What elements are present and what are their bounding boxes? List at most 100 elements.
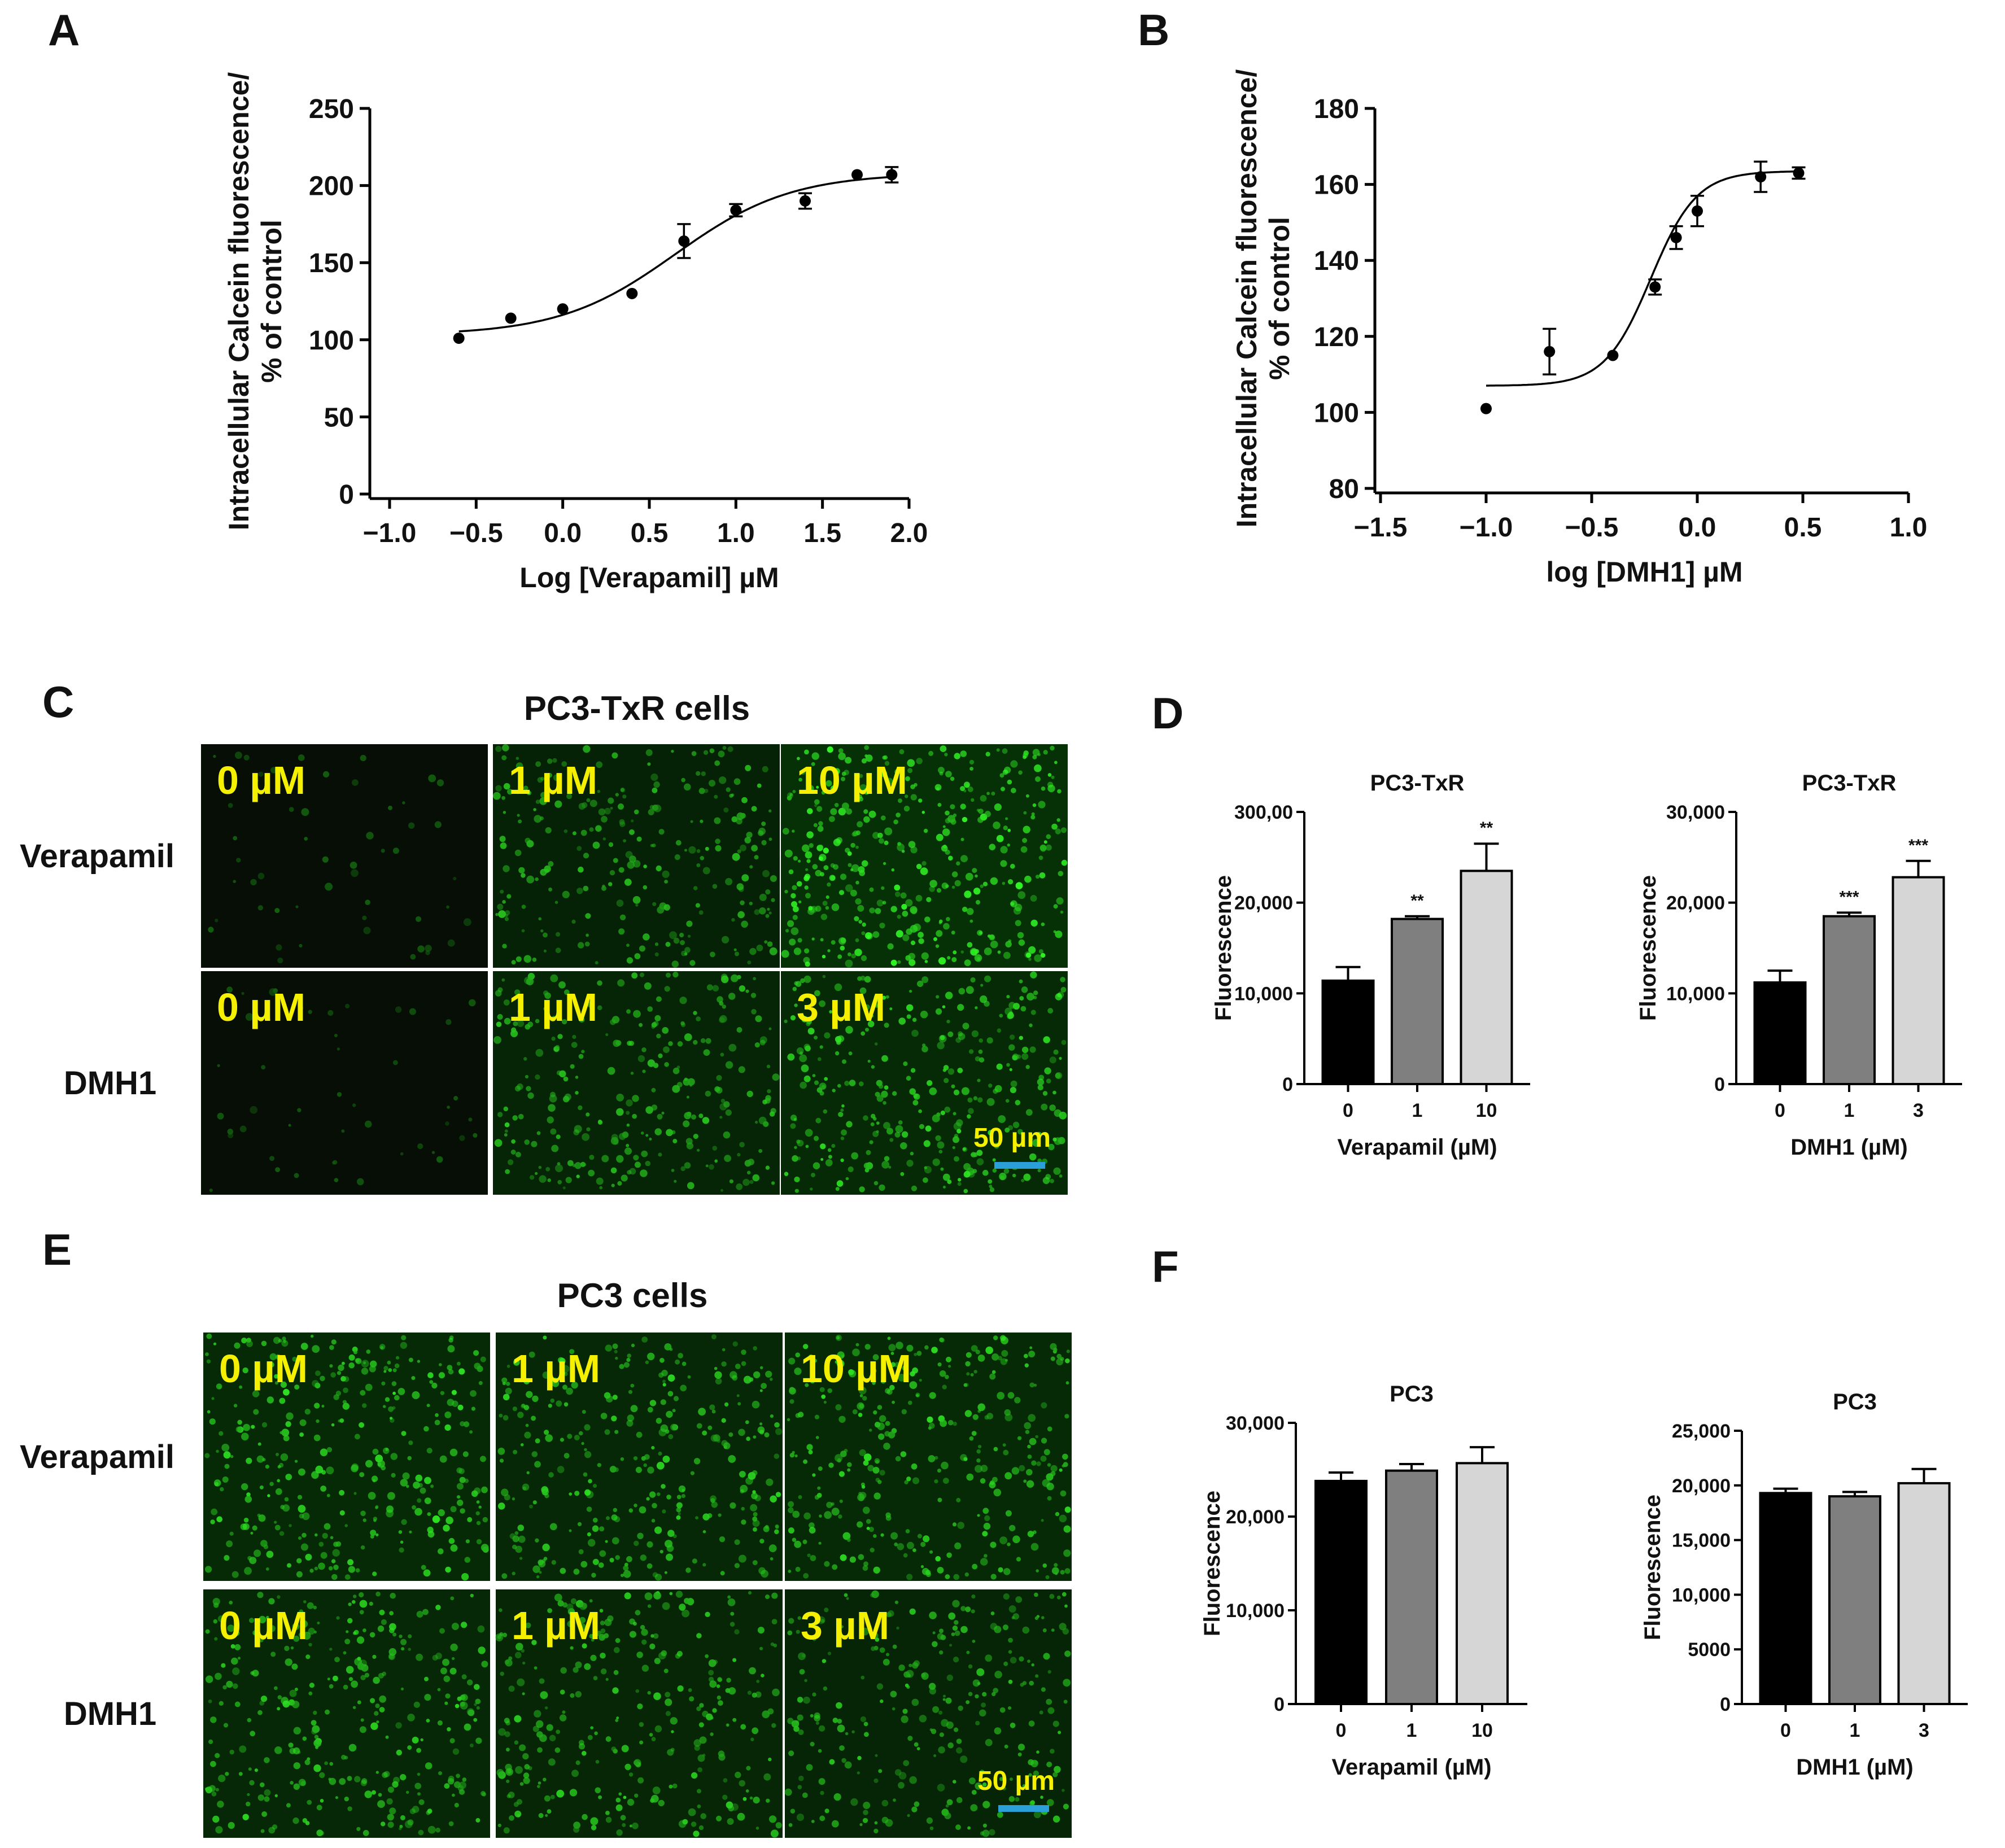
fluorescent-cell <box>408 1634 412 1639</box>
fluorescent-cell <box>650 773 658 781</box>
fluorescent-cell <box>768 837 772 841</box>
fluorescent-cell <box>798 1495 802 1499</box>
fluorescent-cell <box>687 1078 695 1086</box>
fluorescent-cell <box>960 855 968 863</box>
fluorescent-cell <box>896 1626 899 1630</box>
x-tick-label: 0.0 <box>1679 513 1716 543</box>
fluorescent-cell <box>1041 1519 1044 1522</box>
fluorescent-cell <box>977 1078 981 1082</box>
fluorescent-cell <box>577 1522 582 1526</box>
fluorescent-cell <box>797 1616 802 1620</box>
fluorescent-cell <box>797 757 800 761</box>
x-tick-label: 0 <box>1336 1720 1347 1741</box>
fluorescent-cell <box>807 1028 815 1035</box>
fluorescent-cell <box>424 1497 431 1505</box>
fluorescent-cell <box>246 1801 251 1807</box>
fluorescent-cell <box>313 1630 317 1634</box>
fluorescent-cell <box>894 1131 901 1138</box>
fluorescent-cell <box>865 1028 869 1032</box>
fluorescent-cell <box>533 808 536 811</box>
fluorescent-cell <box>308 1627 315 1635</box>
fluorescent-cell <box>407 1745 412 1750</box>
fluorescent-cell <box>226 986 233 993</box>
fluorescent-cell <box>878 838 884 844</box>
fluorescent-cell <box>647 762 651 766</box>
fluorescent-cell <box>376 1720 379 1724</box>
fluorescent-cell <box>984 811 991 818</box>
fluorescent-cell <box>578 803 586 810</box>
fluorescent-cell <box>268 1598 275 1605</box>
fluorescent-cell <box>362 1403 367 1408</box>
fluorescent-cell <box>788 1750 794 1757</box>
fluorescent-cell <box>497 1635 502 1639</box>
fluorescent-cell <box>500 889 504 894</box>
fluorescent-cell <box>938 767 945 774</box>
fluorescent-cell <box>213 754 216 758</box>
fluorescent-cell <box>639 1506 647 1514</box>
fluorescent-cell <box>928 1455 936 1462</box>
fluorescent-cell <box>686 1095 689 1099</box>
fluorescent-cell <box>888 1344 896 1352</box>
fluorescent-cell <box>960 1755 968 1763</box>
fluorescent-cell <box>559 1070 566 1078</box>
fluorescent-cell <box>971 1609 975 1614</box>
fluorescent-cell <box>579 1016 585 1023</box>
fluorescent-cell <box>894 891 901 897</box>
y-tick-label: 180 <box>1314 94 1359 124</box>
fluorescent-cell <box>831 903 840 911</box>
fluorescent-cell <box>704 789 709 793</box>
fluorescent-cell <box>616 1094 624 1102</box>
fluorescent-cell <box>234 752 242 759</box>
fluorescent-cell <box>670 1747 675 1752</box>
fluorescent-cell <box>239 1125 247 1133</box>
fluorescent-cell <box>364 1120 372 1128</box>
data-point <box>505 312 517 324</box>
fluorescent-cell <box>283 1340 286 1343</box>
fluorescent-cell <box>796 881 802 887</box>
fluorescent-cell <box>686 920 693 927</box>
fluorescent-cell <box>887 943 894 950</box>
fluorescent-cell <box>832 1564 838 1570</box>
fluorescent-cell <box>635 1466 642 1473</box>
fluorescent-cell <box>375 1533 379 1537</box>
fluorescent-cell <box>954 1156 959 1162</box>
fluorescent-cell <box>1045 1174 1051 1180</box>
fluorescent-cell <box>521 905 526 909</box>
fluorescent-cell <box>986 1098 995 1106</box>
fluorescent-cell <box>601 1155 609 1163</box>
fluorescent-cell <box>829 875 836 881</box>
fluorescent-cell <box>910 846 918 854</box>
fluorescent-cell <box>237 1657 241 1660</box>
fluorescent-cell <box>966 1700 970 1705</box>
fluorescent-cell <box>504 1129 508 1133</box>
fluorescent-cell <box>1036 1750 1039 1754</box>
fluorescent-cell <box>480 1544 489 1552</box>
fluorescent-cell <box>985 1738 993 1746</box>
fluorescent-cell <box>984 947 992 955</box>
fluorescent-cell <box>797 938 802 943</box>
fluorescent-cell <box>921 952 929 960</box>
dose-label: 1 µM <box>509 985 597 1029</box>
fluorescent-cell <box>962 1023 969 1030</box>
fluorescent-cell <box>587 1532 591 1537</box>
fluorescent-cell <box>347 1776 352 1781</box>
fluorescent-cell <box>429 1380 434 1384</box>
fluorescent-cell <box>980 1478 986 1484</box>
fluorescent-cell <box>215 1788 219 1792</box>
fluorescent-cell <box>738 1066 745 1073</box>
fluorescent-cell <box>691 1114 697 1120</box>
fluorescent-cell <box>582 1410 586 1414</box>
fluorescent-cell <box>360 1510 366 1517</box>
fluorescent-cell <box>449 1667 457 1675</box>
fluorescent-cell <box>453 877 457 881</box>
fluorescent-cell <box>276 1354 281 1360</box>
fluorescent-cell <box>762 870 770 877</box>
fluorescent-cell <box>592 1558 599 1565</box>
fluorescent-cell <box>459 1781 466 1789</box>
fluorescent-cell <box>952 1600 960 1607</box>
fluorescent-cell <box>534 1710 541 1718</box>
fluorescent-cell <box>1008 1650 1012 1654</box>
fluorescent-cell <box>974 954 982 962</box>
fluorescent-cell <box>884 840 889 845</box>
fluorescent-cell <box>862 1396 867 1401</box>
